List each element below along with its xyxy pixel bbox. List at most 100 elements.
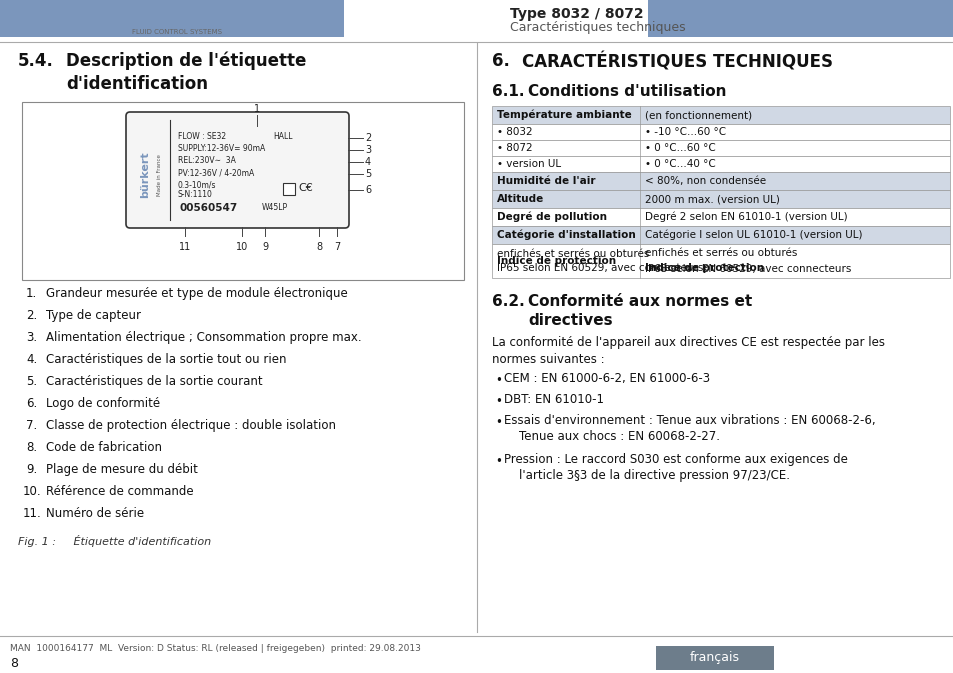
Text: 11.: 11.	[23, 507, 42, 520]
Text: CARACTÉRISTIQUES TECHNIQUES: CARACTÉRISTIQUES TECHNIQUES	[521, 52, 832, 71]
Text: 10: 10	[235, 242, 248, 252]
Text: Altitude: Altitude	[497, 194, 543, 204]
Text: Indice de protection: Indice de protection	[644, 263, 763, 273]
Text: 3: 3	[365, 145, 371, 155]
Text: •: •	[495, 395, 501, 408]
Text: Caractéristiques techniques: Caractéristiques techniques	[510, 20, 685, 34]
Text: Description de l'étiquette
d'identification: Description de l'étiquette d'identificat…	[66, 52, 306, 93]
Text: 9.: 9.	[26, 463, 37, 476]
Text: S-N:1110: S-N:1110	[178, 190, 213, 199]
Bar	[22, 102, 463, 280]
Text: bürkert: bürkert	[130, 11, 224, 31]
Text: 6.2.: 6.2.	[492, 294, 524, 309]
Bar	[492, 172, 949, 190]
Text: 3.: 3.	[26, 331, 37, 344]
Text: REL:230V∼  3A: REL:230V∼ 3A	[178, 156, 235, 165]
Bar	[177, 7, 182, 11]
Text: • 8072: • 8072	[497, 143, 532, 153]
Text: 6: 6	[365, 185, 371, 195]
Text: IP65 selon EN 60529, avec connecteurs: IP65 selon EN 60529, avec connecteurs	[497, 263, 702, 273]
Text: IP65 selon EN 60529, avec connecteurs: IP65 selon EN 60529, avec connecteurs	[644, 264, 850, 274]
Text: 8.: 8.	[26, 441, 37, 454]
Text: Classe de protection électrique : double isolation: Classe de protection électrique : double…	[46, 419, 335, 432]
Text: •: •	[495, 455, 501, 468]
Text: 8: 8	[10, 657, 18, 670]
Bar	[492, 140, 949, 156]
Text: •: •	[495, 374, 501, 387]
Text: 0.3-10m/s: 0.3-10m/s	[178, 180, 216, 189]
Text: Code de fabrication: Code de fabrication	[46, 441, 162, 454]
Text: DBT: EN 61010-1: DBT: EN 61010-1	[503, 393, 603, 406]
Text: 10.: 10.	[23, 485, 42, 498]
Bar	[656, 646, 773, 670]
Text: Caractéristiques de la sortie tout ou rien: Caractéristiques de la sortie tout ou ri…	[46, 353, 286, 366]
Text: Catégorie I selon UL 61010-1 (version UL): Catégorie I selon UL 61010-1 (version UL…	[644, 229, 862, 240]
Text: Degré de pollution: Degré de pollution	[497, 212, 606, 222]
Text: Numéro de série: Numéro de série	[46, 507, 144, 520]
Text: 9: 9	[262, 242, 268, 252]
Text: Conditions d'utilisation: Conditions d'utilisation	[527, 84, 726, 99]
Text: 2000 m max. (version UL): 2000 m max. (version UL)	[644, 194, 779, 204]
Text: 5.: 5.	[26, 375, 37, 388]
Text: français: français	[689, 651, 740, 664]
Bar	[492, 208, 949, 226]
Bar	[492, 244, 949, 278]
Text: SUPPLY:12-36V= 90mA: SUPPLY:12-36V= 90mA	[178, 144, 265, 153]
Text: enfichés et serrés ou obturés: enfichés et serrés ou obturés	[644, 248, 797, 258]
Text: Degré 2 selon EN 61010-1 (version UL): Degré 2 selon EN 61010-1 (version UL)	[644, 212, 846, 222]
FancyBboxPatch shape	[126, 112, 349, 228]
Text: Catégorie d'installation: Catégorie d'installation	[497, 229, 635, 240]
Bar	[163, 7, 168, 11]
Text: Logo de conformité: Logo de conformité	[46, 397, 160, 410]
Text: • 8032: • 8032	[497, 127, 532, 137]
Text: FLOW : SE32: FLOW : SE32	[178, 132, 226, 141]
Bar	[492, 190, 949, 208]
Bar	[647, 0, 953, 37]
Bar	[184, 7, 189, 11]
Text: Pression : Le raccord S030 est conforme aux exigences de
    l'article 3§3 de la: Pression : Le raccord S030 est conforme …	[503, 453, 847, 483]
Text: Température ambiante: Température ambiante	[497, 110, 631, 120]
Text: C€: C€	[297, 183, 313, 193]
Bar	[170, 7, 174, 11]
Text: 8: 8	[315, 242, 322, 252]
Text: Humidité de l'air: Humidité de l'air	[497, 176, 595, 186]
Text: Type de capteur: Type de capteur	[46, 309, 141, 322]
Text: Référence de commande: Référence de commande	[46, 485, 193, 498]
Text: Plage de mesure du débit: Plage de mesure du débit	[46, 463, 197, 476]
Bar	[492, 156, 949, 172]
Text: 5.4.: 5.4.	[18, 52, 53, 70]
Text: FLUID CONTROL SYSTEMS: FLUID CONTROL SYSTEMS	[132, 29, 222, 35]
Text: 2: 2	[365, 133, 371, 143]
Text: Fig. 1 :     Étiquette d'identification: Fig. 1 : Étiquette d'identification	[18, 535, 211, 547]
Text: 4: 4	[365, 157, 371, 167]
Text: La conformité de l'appareil aux directives CE est respectée par les
normes suiva: La conformité de l'appareil aux directiv…	[492, 336, 884, 366]
Text: CEM : EN 61000-6-2, EN 61000-6-3: CEM : EN 61000-6-2, EN 61000-6-3	[503, 372, 709, 385]
Text: Made in France: Made in France	[157, 154, 162, 196]
Bar	[283, 183, 294, 195]
Text: Essais d'environnement : Tenue aux vibrations : EN 60068-2-6,
    Tenue aux choc: Essais d'environnement : Tenue aux vibra…	[503, 414, 875, 444]
Text: Conformité aux normes et
directives: Conformité aux normes et directives	[527, 294, 752, 328]
Text: 7.: 7.	[26, 419, 37, 432]
Text: bürkert: bürkert	[140, 151, 150, 199]
Text: Indice de protection: Indice de protection	[497, 256, 616, 266]
Text: enfichés et serrés ou obturés: enfichés et serrés ou obturés	[497, 249, 649, 259]
Bar	[492, 226, 949, 244]
Text: HALL: HALL	[273, 132, 293, 141]
Text: W45LP: W45LP	[262, 203, 288, 212]
Text: 4.: 4.	[26, 353, 37, 366]
Text: MAN  1000164177  ML  Version: D Status: RL (released | freigegeben)  printed: 29: MAN 1000164177 ML Version: D Status: RL …	[10, 644, 420, 653]
Text: 7: 7	[334, 242, 340, 252]
Text: Grandeur mesurée et type de module électronique: Grandeur mesurée et type de module élect…	[46, 287, 348, 300]
Bar	[492, 106, 949, 124]
Text: Alimentation électrique ; Consommation propre max.: Alimentation électrique ; Consommation p…	[46, 331, 361, 344]
Text: •: •	[495, 416, 501, 429]
Text: 5: 5	[365, 169, 371, 179]
Text: < 80%, non condensée: < 80%, non condensée	[644, 176, 765, 186]
Text: Type 8032 / 8072: Type 8032 / 8072	[510, 7, 643, 21]
Bar	[0, 0, 344, 37]
Text: • 0 °C...40 °C: • 0 °C...40 °C	[644, 159, 715, 169]
Text: 11: 11	[178, 242, 191, 252]
Bar	[492, 124, 949, 140]
Text: 6.: 6.	[492, 52, 509, 70]
Text: 00560547: 00560547	[180, 203, 238, 213]
